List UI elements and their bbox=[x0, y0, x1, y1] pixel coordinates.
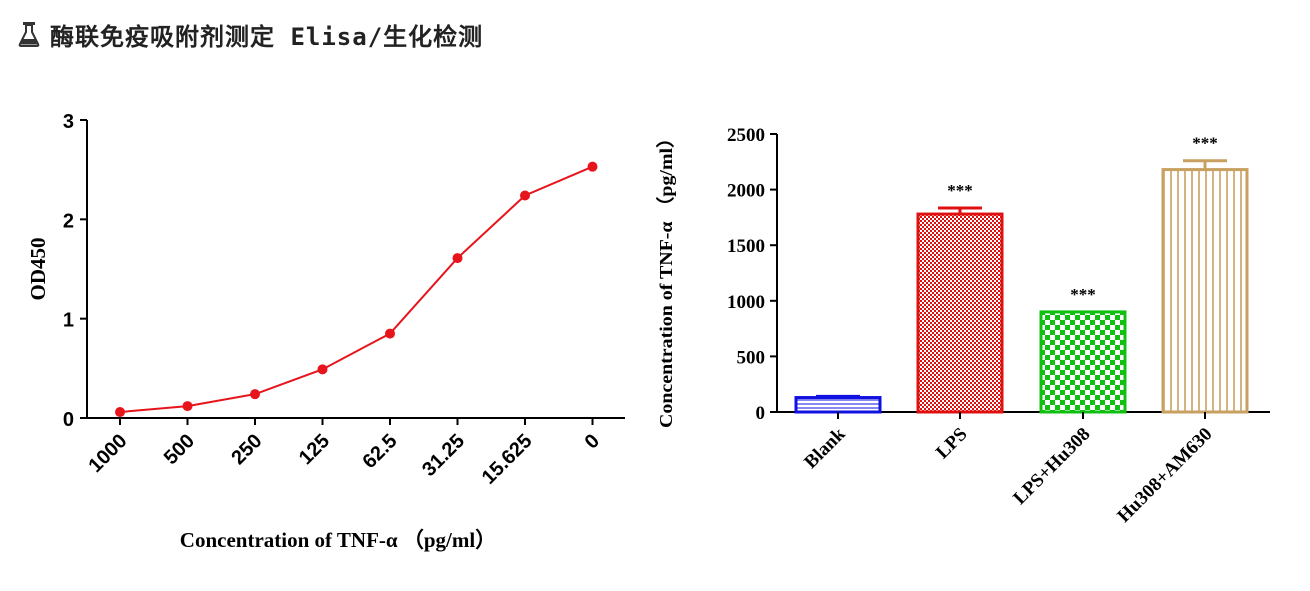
y-tick-label: 2 bbox=[63, 210, 74, 232]
data-point bbox=[317, 364, 328, 375]
page-header: 酶联免疫吸附剂测定 Elisa/生化检测 bbox=[18, 14, 483, 54]
x-tick-label: 250 bbox=[227, 430, 266, 469]
y-tick-label: 0 bbox=[63, 409, 74, 431]
y-tick-label: 2500 bbox=[727, 125, 765, 146]
series-line bbox=[119, 165, 593, 414]
y-tick-label: 0 bbox=[756, 403, 766, 424]
data-point bbox=[452, 253, 463, 264]
significance-label: *** bbox=[1070, 285, 1096, 304]
x-axis-label: Concentration of TNF-α （pg/ml） bbox=[180, 528, 496, 552]
x-tick-label: 31.25 bbox=[418, 430, 469, 481]
y-tick-label: 3 bbox=[63, 111, 74, 133]
data-point bbox=[182, 401, 193, 412]
x-tick-label: 62.5 bbox=[358, 430, 401, 473]
data-point bbox=[115, 407, 125, 418]
page-title: 酶联免疫吸附剂测定 Elisa/生化检测 bbox=[50, 22, 484, 51]
x-category-label: LPS+Hu308 bbox=[1009, 424, 1094, 509]
data-point bbox=[520, 190, 530, 201]
y-tick-label: 1000 bbox=[727, 292, 765, 313]
x-tick-label: 0 bbox=[581, 430, 604, 453]
bar bbox=[916, 212, 1004, 414]
y-tick-label: 1 bbox=[63, 310, 74, 332]
x-category-label: Hu308+AM630 bbox=[1113, 424, 1216, 527]
data-point bbox=[385, 328, 395, 339]
x-tick-label: 15.625 bbox=[478, 430, 537, 489]
x-tick-label: 125 bbox=[295, 430, 334, 469]
data-point bbox=[587, 161, 598, 172]
bar bbox=[794, 396, 882, 414]
x-tick-label: 1000 bbox=[85, 430, 132, 477]
x-category-label: LPS bbox=[932, 424, 971, 463]
tnf-bar-chart: 0 500 1000 1500 2000 2500 *** *** *** Blank LPS L… bbox=[656, 125, 1270, 527]
bar bbox=[1161, 168, 1249, 414]
flask-icon bbox=[18, 22, 40, 47]
od450-line-chart: 0 1 2 3 1000 500 250 125 62.5 31.25 15.625 0 OD450… bbox=[26, 111, 625, 552]
significance-label: *** bbox=[1192, 134, 1218, 153]
y-tick-label: 2000 bbox=[727, 181, 765, 202]
x-tick-label: 500 bbox=[160, 430, 199, 469]
bar bbox=[1039, 310, 1127, 414]
y-tick-label: 500 bbox=[737, 347, 766, 368]
y-axis-label: Concentration of TNF-α （pg/ml） bbox=[656, 128, 676, 428]
x-category-label: Blank bbox=[800, 423, 850, 473]
y-axis-label: OD450 bbox=[26, 238, 50, 301]
y-tick-label: 1500 bbox=[727, 236, 765, 257]
significance-label: *** bbox=[947, 181, 973, 200]
data-point bbox=[250, 389, 260, 400]
